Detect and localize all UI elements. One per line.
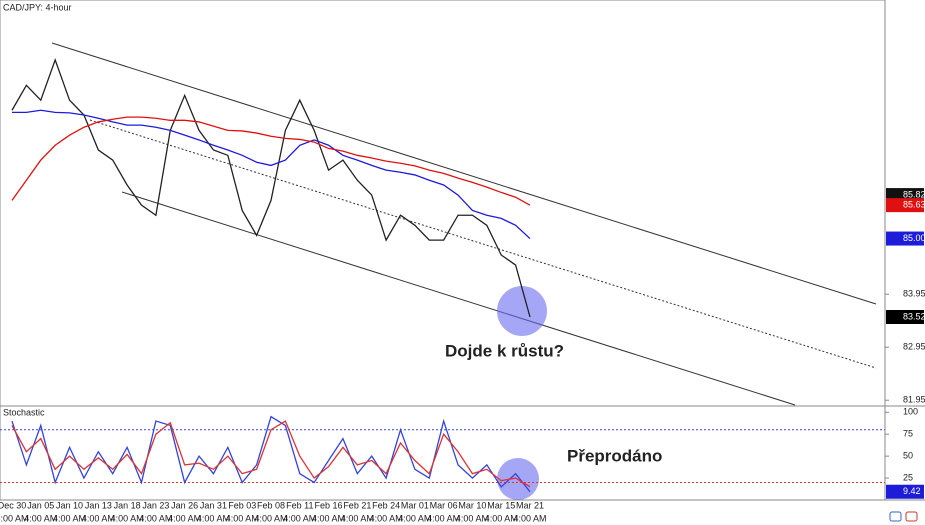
channel-upper xyxy=(51,42,877,305)
series-line xyxy=(11,415,531,493)
x-time-label: 4:00 AM xyxy=(427,513,460,523)
x-tick-label: Mar 15 xyxy=(487,500,515,510)
channel-lower xyxy=(121,191,796,406)
x-time-label: 4:00 AM xyxy=(254,513,287,523)
x-tick-label: Mar 10 xyxy=(458,500,486,510)
x-tick-label: Mar 01 xyxy=(401,500,429,510)
x-tick-label: Jan 10 xyxy=(56,500,83,510)
price-label: 83.52 xyxy=(903,311,925,321)
highlight-circle xyxy=(497,286,547,336)
series-line xyxy=(12,109,531,240)
price-label-box xyxy=(886,231,924,246)
value-label-box xyxy=(886,484,924,499)
x-time-label: 4:00 AM xyxy=(53,513,86,523)
y-tick-label: 75 xyxy=(903,429,913,439)
x-tick-label: Feb 03 xyxy=(228,500,256,510)
x-tick-label: Jan 23 xyxy=(142,500,169,510)
chart-title: CAD/JPY: 4-hour xyxy=(3,2,72,12)
x-tick-label: Jan 26 xyxy=(171,500,198,510)
price-label-box xyxy=(886,310,924,325)
series-line xyxy=(11,116,531,206)
annotation: Přeprodáno xyxy=(567,446,662,465)
x-time-label: 4:00 AM xyxy=(398,513,431,523)
x-tick-label: Jan 31 xyxy=(200,500,227,510)
price-label: 85.63 xyxy=(903,200,925,210)
x-tick-label: Mar 06 xyxy=(430,500,458,510)
x-tick-label: Feb 24 xyxy=(372,500,400,510)
x-time-label: 4:00 AM xyxy=(370,513,403,523)
y-tick-label: 81.95 xyxy=(903,395,925,405)
series-line xyxy=(11,420,531,488)
x-tick-label: Feb 16 xyxy=(315,500,343,510)
x-time-label: 4:00 AM xyxy=(283,513,316,523)
x-time-label: 4:00 AM xyxy=(168,513,201,523)
x-tick-label: Feb 21 xyxy=(343,500,371,510)
x-tick-label: Jan 05 xyxy=(27,500,54,510)
x-time-label: 4:00 AM xyxy=(0,513,29,523)
x-tick-label: Jan 18 xyxy=(114,500,141,510)
x-time-label: 4:00 AM xyxy=(139,513,172,523)
x-time-label: 4:00 AM xyxy=(197,513,230,523)
price-label: 85.00 xyxy=(903,233,925,243)
x-time-label: 4:00 AM xyxy=(82,513,115,523)
icon[interactable] xyxy=(905,511,918,522)
price-label: 85.82 xyxy=(903,189,925,199)
x-time-label: 4:00 AM xyxy=(111,513,144,523)
x-tick-label: Mar 21 xyxy=(516,500,544,510)
x-time-label: 4:00 AM xyxy=(456,513,489,523)
price-label-box xyxy=(886,198,924,213)
y-tick-label: 50 xyxy=(903,451,913,461)
x-tick-label: Jan 13 xyxy=(85,500,112,510)
y-tick-label: 83.95 xyxy=(903,289,925,299)
series-line xyxy=(11,57,531,318)
x-time-label: 4:00 AM xyxy=(24,513,57,523)
value-label: 9.42 xyxy=(903,486,921,496)
indicator-title: Stochastic xyxy=(3,407,45,417)
icon[interactable] xyxy=(889,511,902,522)
channel-mid xyxy=(89,119,877,369)
x-tick-label: Feb 08 xyxy=(257,500,285,510)
annotation: Dojde k růstu? xyxy=(445,341,564,360)
x-time-label: 4:00 AM xyxy=(513,513,546,523)
y-tick-label: 25 xyxy=(903,472,913,482)
y-tick-label: 82.95 xyxy=(903,342,925,352)
x-time-label: 4:00 AM xyxy=(485,513,518,523)
y-tick-label: 100 xyxy=(903,407,918,417)
x-tick-label: Feb 11 xyxy=(286,500,313,510)
x-tick-label: Dec 30 xyxy=(0,500,26,510)
x-time-label: 4:00 AM xyxy=(226,513,259,523)
x-time-label: 4:00 AM xyxy=(341,513,374,523)
x-time-label: 4:00 AM xyxy=(312,513,345,523)
